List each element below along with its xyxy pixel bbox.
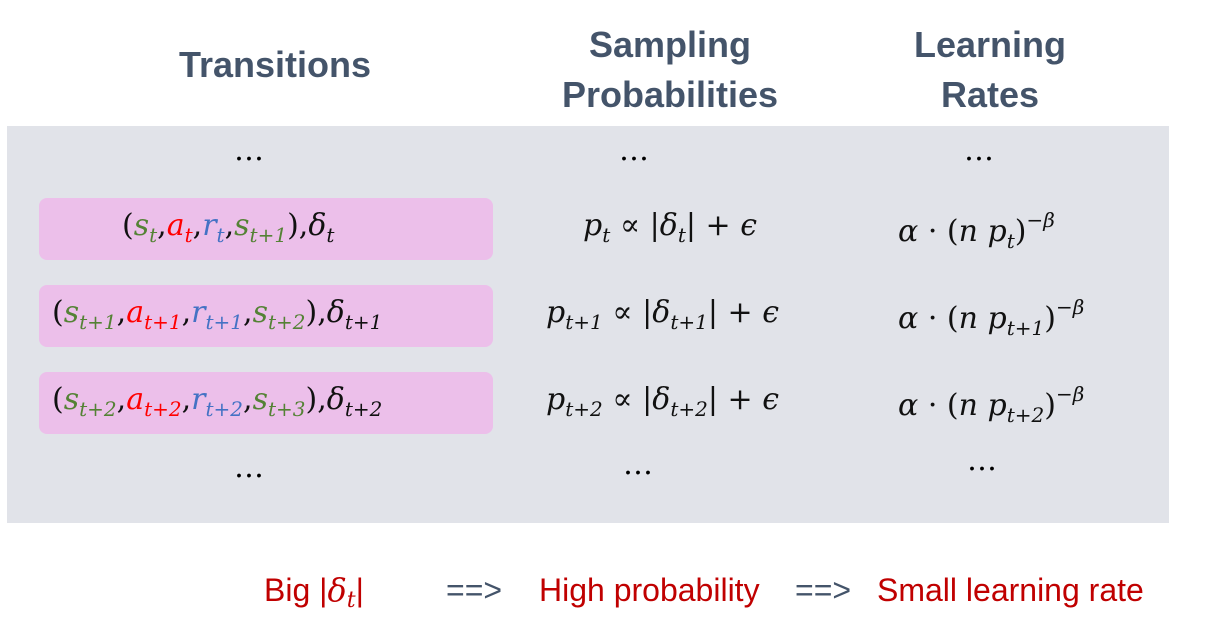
learning-rate-row-2: α · (n pt+1)−β — [898, 295, 1085, 340]
header-sampling-line2: Probabilities — [561, 74, 779, 115]
ellipsis-top-probabilities: … — [619, 133, 650, 168]
ellipsis-bottom-transitions: … — [234, 450, 265, 485]
learning-rate-row-3: α · (n pt+2)−β — [898, 382, 1085, 427]
header-transitions-label: Transitions — [178, 44, 372, 85]
header-sampling-line1: Sampling — [588, 24, 752, 65]
header-learning-line2: Rates — [940, 74, 1040, 115]
transition-box-row-1 — [39, 198, 493, 260]
header-learning-rates: Learning Rates — [880, 20, 1100, 120]
header-transitions: Transitions — [130, 40, 420, 90]
caption-small-learning-rate: Small learning rate — [877, 572, 1144, 608]
sampling-probability-row-1: pt ∝ |δt| + ϵ — [583, 208, 758, 247]
caption-high-probability: High probability — [539, 572, 760, 608]
ellipsis-top-learning-rates: … — [964, 133, 995, 168]
transition-box-row-3 — [39, 372, 493, 434]
caption-arrow-2: ==> — [795, 572, 852, 608]
header-sampling-probabilities: Sampling Probabilities — [520, 20, 820, 120]
caption-big-delta: Big |δt| — [264, 571, 364, 613]
caption-arrow-1: ==> — [446, 572, 503, 608]
header-learning-line1: Learning — [913, 24, 1066, 65]
ellipsis-top-transitions: … — [234, 133, 265, 168]
sampling-probability-row-3: pt+2 ∝ |δt+2| + ϵ — [546, 382, 780, 421]
sampling-probability-row-2: pt+1 ∝ |δt+1| + ϵ — [546, 295, 780, 334]
learning-rate-row-1: α · (n pt)−β — [898, 208, 1055, 253]
transition-tuple-row-3: (st+2,at+2,rt+2,st+3),δt+2 — [52, 382, 383, 421]
transition-tuple-row-1: (st,at,rt,st+1),δt — [122, 208, 335, 247]
ellipsis-bottom-probabilities: … — [623, 447, 654, 482]
transition-box-row-2 — [39, 285, 493, 347]
transition-tuple-row-2: (st+1,at+1,rt+1,st+2),δt+1 — [52, 295, 383, 334]
ellipsis-bottom-learning-rates: … — [967, 443, 998, 478]
